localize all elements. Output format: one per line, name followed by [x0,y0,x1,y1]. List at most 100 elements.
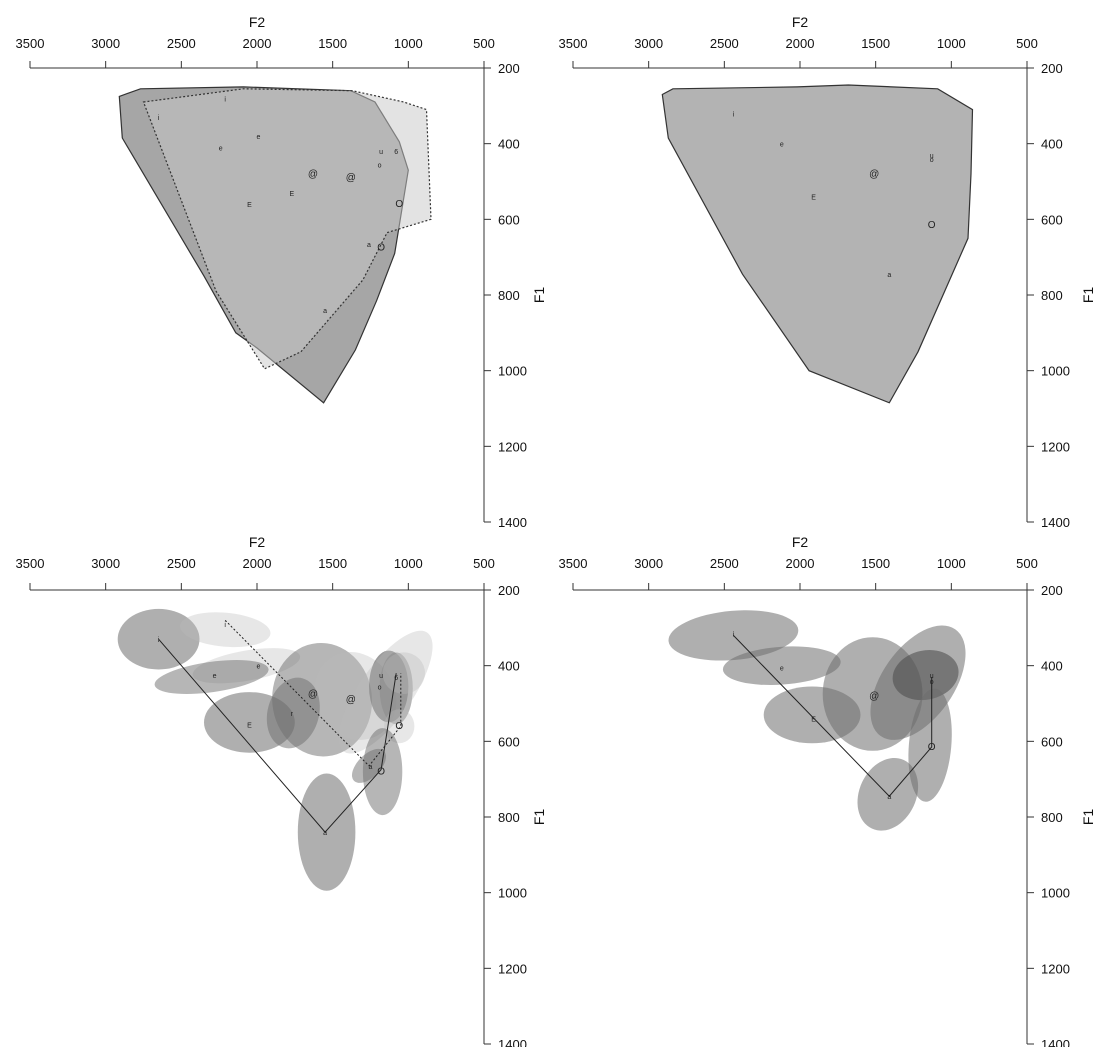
y-tick-label: 600 [498,734,520,749]
vowel-ellipse-2 [179,612,271,648]
vowel-point-label: O [395,199,403,210]
vowel-space-polygon-2 [142,88,432,370]
x-tick-label: 2000 [243,36,272,51]
x-tick-label: 2000 [786,36,815,51]
y-tick-label: 800 [498,810,520,825]
vowel-point-label: E [811,717,816,724]
vowel-point-label: u [379,673,383,680]
y-axis-title: F1 [1080,809,1096,826]
y-tick-label: 1200 [1041,961,1070,976]
vowel-point-label: a [369,764,373,771]
vowel-ellipse-2 [722,646,841,685]
y-tick-label: 400 [498,137,520,152]
x-tick-label: 1500 [861,36,890,51]
x-tick-label: 3000 [634,556,663,571]
vowel-point-label: a [887,272,891,279]
y-tick-label: 1400 [498,1037,527,1047]
chart-top-right: i e uo @ E Oa 3500 3000 2500 2000 1500 1000 500 F2 200… [559,14,1096,530]
x-tick-label: 1500 [861,556,890,571]
vowel-point-label: @ [869,169,879,180]
x-tick-label: 1000 [937,36,966,51]
x-tick-label: 3500 [559,36,588,51]
x-tick-label: 2500 [710,36,739,51]
x-axis-title: F2 [249,534,266,550]
vowel-space-polygon-1 [661,84,974,404]
vowel-point-label: a [323,830,327,837]
y-tick-label: 600 [1041,734,1063,749]
vowel-point-label: o [930,157,934,164]
vowel-point-label: e [780,142,784,149]
x-axis-title: F2 [249,14,266,30]
vowel-point-label: O [377,767,385,778]
vowel-ellipse-12 [204,692,295,753]
vowel-point-label: e [257,664,261,671]
y-axis-title: F1 [531,809,547,826]
x-tick-label: 500 [473,556,495,571]
vowel-point-label: @ [869,691,879,702]
vowel-point-label: e [780,666,784,673]
vowel-point-label: E [247,202,252,209]
vowel-ellipse-4 [154,660,269,694]
x-tick-label: 500 [473,36,495,51]
x-axis-title: F2 [792,534,809,550]
y-tick-label: 1400 [498,515,527,530]
vowel-point-label: e [213,673,217,680]
y-tick-label: 1000 [1041,886,1070,901]
x-tick-label: 2500 [710,556,739,571]
vowel-ellipse-8 [379,652,413,725]
y-tick-label: 800 [1041,288,1063,303]
vowel-point-label: @ [346,695,356,706]
vowel-point-label: i [733,632,735,639]
x-tick-label: 500 [1016,36,1038,51]
vowel-point-label: a [887,794,891,801]
x-axis-title: F2 [792,14,809,30]
vowel-point-label: r [291,711,294,718]
vowel-triangle-line-1 [158,638,397,833]
y-tick-label: 200 [1041,61,1063,76]
vowel-point-label: i [224,96,226,103]
x-tick-label: 1000 [937,556,966,571]
y-tick-label: 200 [498,61,520,76]
vowel-point-label: o [378,685,382,692]
vowel-point-label: O [377,243,385,254]
y-axis-title: F1 [531,287,547,304]
x-tick-label: 3500 [16,556,45,571]
vowel-ellipse-6 [892,650,959,701]
x-tick-label: 3000 [91,556,120,571]
vowel-point-label: O [928,220,936,231]
vowel-point-label: E [289,191,294,198]
vowel-point-label: E [811,195,816,202]
vowel-point-label: E [247,722,252,729]
vowel-triangle-line-1 [733,635,933,797]
y-tick-label: 400 [1041,659,1063,674]
vowel-point-label: O [395,721,403,732]
vowel-point-label: o [378,163,382,170]
y-tick-label: 1400 [1041,1037,1070,1047]
vowel-point-label: i [733,111,735,118]
vowel-point-label: @ [308,169,318,180]
x-tick-label: 3500 [559,556,588,571]
vowel-ellipse-10 [338,630,433,754]
y-tick-label: 200 [498,583,520,598]
y-tick-label: 200 [1041,583,1063,598]
y-tick-label: 1000 [498,886,527,901]
y-tick-label: 400 [1041,137,1063,152]
y-tick-label: 1000 [1041,364,1070,379]
chart-bottom-right: i e uo @ E Oa 3500 3000 2500 2000 1500 1000 500 F2 200… [559,534,1096,1047]
x-tick-label: 1500 [318,36,347,51]
x-tick-label: 2000 [243,556,272,571]
x-tick-label: 2000 [786,556,815,571]
y-tick-label: 800 [498,288,520,303]
vowel-point-label: i [158,637,160,644]
vowel-point-label: a [323,308,327,315]
y-tick-label: 1000 [498,364,527,379]
x-tick-label: 3000 [91,36,120,51]
vowel-ellipse-9 [382,652,425,695]
y-axis-title: F1 [1080,287,1096,304]
vowel-point-label: i [224,622,226,629]
vowel-point-label: e [219,145,223,152]
x-tick-label: 2500 [167,556,196,571]
